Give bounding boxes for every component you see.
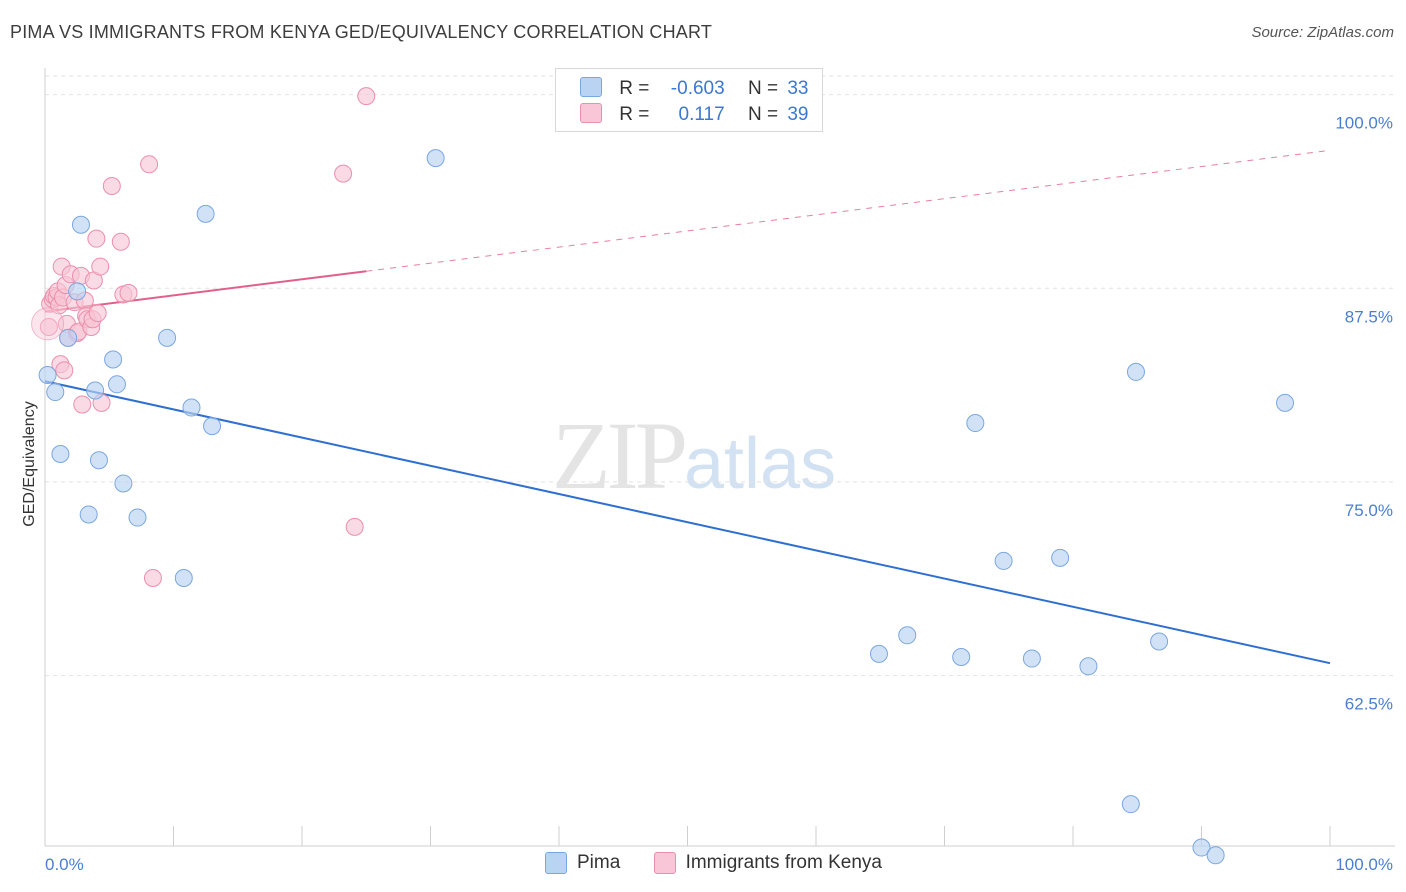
pima-trend-line <box>44 380 1331 665</box>
kenya-point <box>73 395 92 414</box>
pima-point <box>1150 632 1169 651</box>
stats-legend: R = -0.603 N = 33 R = 0.117 N = 39 <box>555 68 823 132</box>
pima-point <box>128 508 147 527</box>
kenya-point <box>140 155 159 174</box>
kenya-point <box>102 177 121 195</box>
n-label: N = <box>747 104 779 125</box>
pima-point <box>86 381 105 400</box>
pima-point <box>1022 649 1041 668</box>
pima-point <box>174 568 193 587</box>
kenya-point <box>55 361 74 380</box>
legend-label-kenya: Immigrants from Kenya <box>685 852 882 873</box>
pima-point <box>1121 795 1140 814</box>
kenya-swatch <box>580 103 602 123</box>
series-legend: Pima Immigrants from Kenya <box>545 852 910 880</box>
pima-point <box>182 398 201 417</box>
kenya-point <box>31 307 65 341</box>
chart-title: PIMA VS IMMIGRANTS FROM KENYA GED/EQUIVA… <box>10 22 713 42</box>
x-tick-label: 0.0% <box>45 855 84 874</box>
kenya-swatch <box>653 852 676 874</box>
y-tick-label: 100.0% <box>1335 114 1393 133</box>
pima-point <box>1206 846 1225 865</box>
kenya-point <box>357 87 376 106</box>
y-axis-title: GED/Equivalency <box>21 401 38 526</box>
pima-point <box>114 474 133 493</box>
pima-point <box>71 215 90 234</box>
pima-point <box>869 644 888 663</box>
pima-point <box>898 626 917 645</box>
y-tick-label: 75.0% <box>1345 501 1393 520</box>
y-tick-label: 62.5% <box>1345 695 1393 714</box>
pima-point <box>104 350 123 369</box>
kenya-point <box>143 568 162 587</box>
trend-lines <box>44 149 1331 665</box>
r-label: R = <box>619 104 650 125</box>
pima-point <box>51 445 70 464</box>
kenya-point <box>334 164 353 183</box>
pima-point <box>89 451 108 470</box>
kenya-point <box>39 317 58 336</box>
pima-point <box>158 328 177 347</box>
x-tick-label: 100.0% <box>1335 855 1393 874</box>
pima-point <box>994 551 1013 570</box>
pima-point <box>203 417 222 436</box>
r-value: 0.117 <box>678 104 725 125</box>
r-label: R = <box>619 78 650 99</box>
n-value: 39 <box>787 104 809 125</box>
pima-point <box>196 204 215 223</box>
zipatlas-watermark: ZIPatlas <box>552 400 836 511</box>
kenya-point <box>119 283 138 302</box>
n-label: N = <box>747 78 779 99</box>
pima-point <box>952 647 971 666</box>
pima-point <box>1192 838 1211 857</box>
legend-item-kenya: Immigrants from Kenya <box>653 852 882 874</box>
source-credit: Source: ZipAtlas.com <box>1251 24 1394 41</box>
n-value: 33 <box>787 78 809 99</box>
legend-item-pima: Pima <box>545 852 620 874</box>
pima-point <box>46 383 65 402</box>
watermark-zip: ZIP <box>552 402 688 509</box>
legend-row-pima: R = -0.603 N = 33 <box>580 77 808 99</box>
kenya-point <box>111 232 130 251</box>
pima-point <box>1126 362 1145 381</box>
pima-point <box>107 375 126 394</box>
kenya-point <box>91 257 110 276</box>
pima-point <box>68 282 87 301</box>
pima-point <box>1051 548 1070 567</box>
pima-point <box>966 414 985 433</box>
watermark-atlas: atlas <box>684 424 837 504</box>
legend-label-pima: Pima <box>577 852 621 873</box>
pima-point <box>1276 393 1295 412</box>
kenya-trend-extension <box>366 149 1331 272</box>
legend-row-kenya: R = 0.117 N = 39 <box>580 103 808 125</box>
pima-swatch <box>580 77 602 97</box>
kenya-point <box>87 229 106 248</box>
pima-point <box>1079 657 1098 676</box>
kenya-point <box>88 304 107 323</box>
pima-swatch <box>545 852 567 874</box>
axes <box>44 68 1395 847</box>
grid-lines <box>45 75 1395 677</box>
data-points <box>31 87 1295 865</box>
pima-point <box>59 328 78 347</box>
y-tick-label: 87.5% <box>1345 307 1393 326</box>
axis-labels: 62.5% 75.0% 87.5% 100.0% 0.0% 100.0% GED/Equiv… <box>21 114 1393 874</box>
r-value: -0.603 <box>670 78 725 99</box>
pima-point <box>79 505 98 524</box>
kenya-point <box>345 517 364 536</box>
pima-point <box>38 366 57 385</box>
pima-point <box>426 149 445 168</box>
